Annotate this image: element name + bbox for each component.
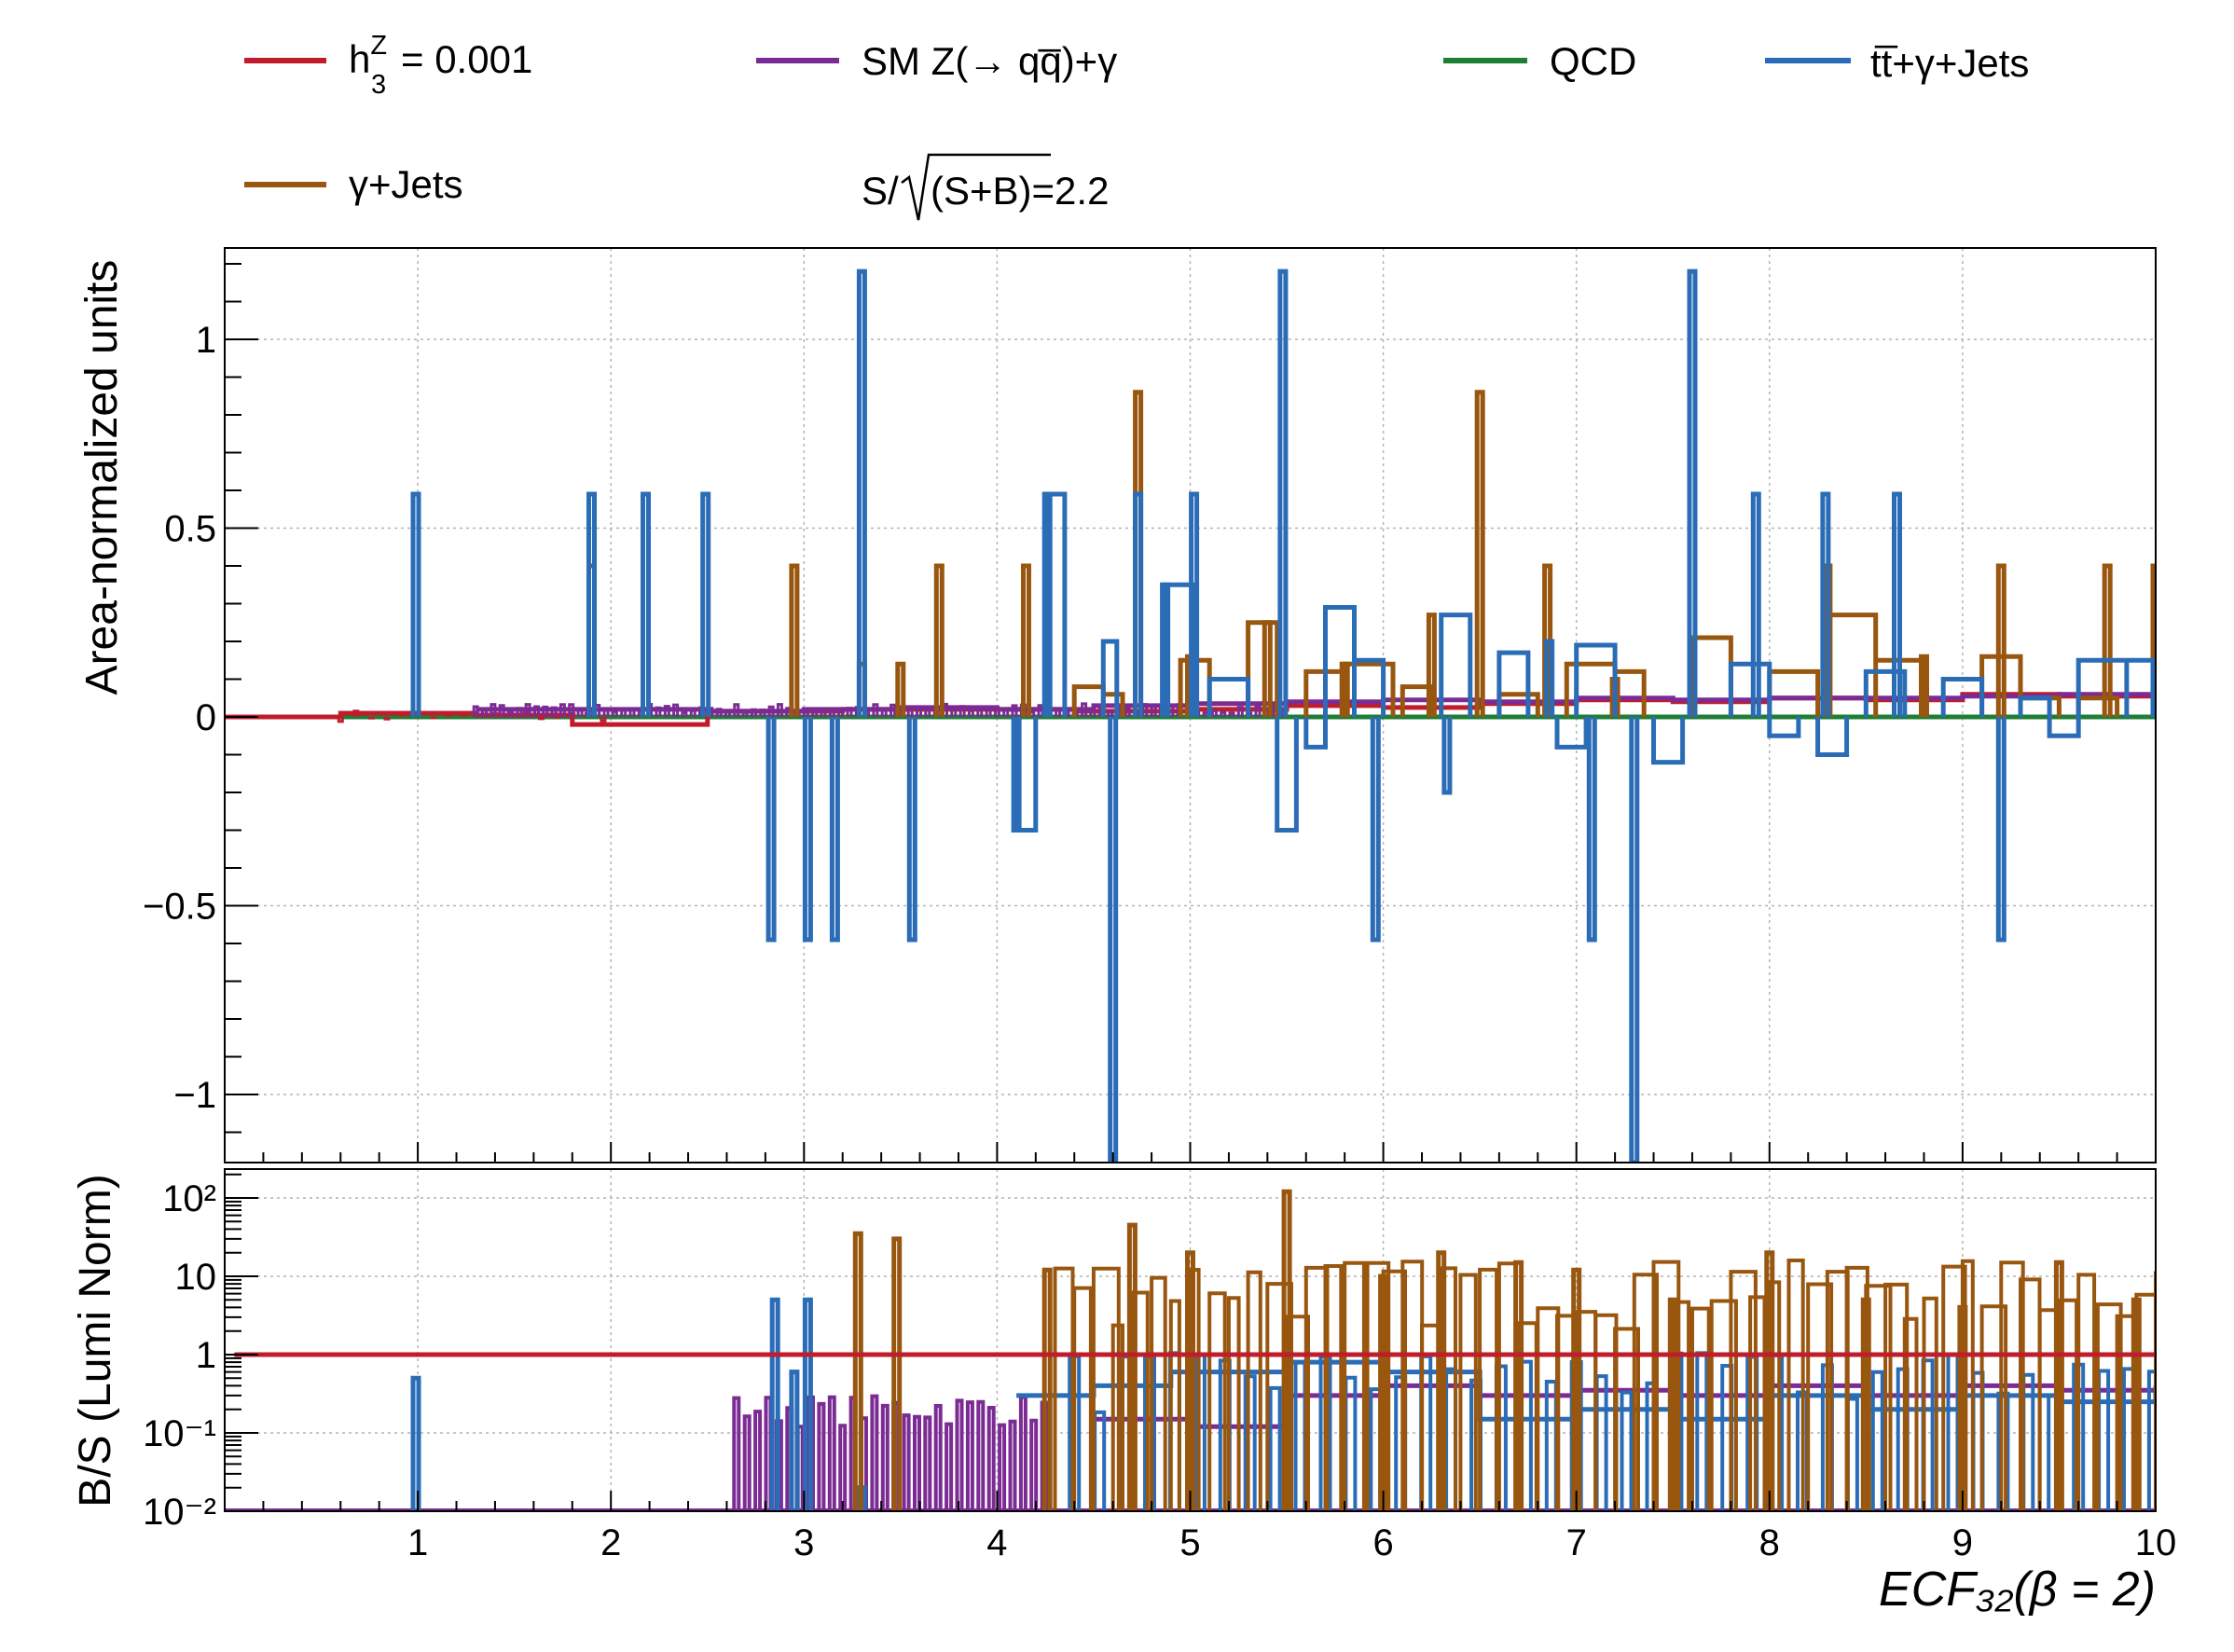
x-tick-labels: 1 2 3 4 5 6 7 8 9 10	[407, 1522, 2176, 1563]
top-y-tick-label: 1	[196, 320, 216, 361]
ratio-spikes-sm-z-gamma	[732, 1394, 1049, 1511]
top-y-axis-title: Area-normalized units	[77, 260, 127, 695]
legend-item-hz3: hZ 3= 0.001	[244, 31, 532, 100]
significance-radicand: (S+B)=2.2	[931, 169, 1109, 213]
x-tick-label: 1	[407, 1522, 428, 1563]
legend-item-ttbar-gamma-jets: tt̅+γ+Jets	[1765, 41, 2029, 85]
sqrt-radical	[901, 153, 1051, 221]
top-y-tick-label: −1	[173, 1075, 216, 1116]
legend-label-qcd: QCD	[1550, 39, 1636, 83]
x-tick-label: 4	[986, 1522, 1007, 1563]
top-panel: −1 −0.5 0 0.5 1 Area-normalized units	[77, 247, 2157, 1163]
legend-item-gamma-jets: γ+Jets	[244, 162, 463, 206]
top-y-tick-label: −0.5	[143, 887, 216, 928]
bottom-panel: 10⁻² 10⁻¹ 1 10 10² 1 2 3 4 5 6 7 8 9 10 B/S (Lumi Nor…	[71, 1168, 2176, 1617]
x-tick-label: 3	[793, 1522, 814, 1563]
bottom-y-tick-label: 1	[196, 1335, 216, 1376]
x-tick-label: 9	[1952, 1522, 1973, 1563]
x-tick-label: 7	[1566, 1522, 1587, 1563]
legend-label-gamma-jets: γ+Jets	[349, 162, 463, 206]
top-y-tick-label: 0	[196, 697, 216, 738]
bottom-ticks	[225, 1173, 2157, 1512]
x-tick-label: 8	[1759, 1522, 1780, 1563]
x-tick-label: 2	[600, 1522, 621, 1563]
series-boxes-ttbar-gamma-jets	[1014, 491, 2156, 833]
bottom-series-area	[225, 1189, 2156, 1511]
top-y-tick-label: 0.5	[164, 509, 216, 550]
legend: hZ 3= 0.001 SM Z(→ qq̅)+γ QCD tt̅+γ+Jets …	[244, 31, 2029, 221]
bottom-y-tick-label: 10²	[162, 1178, 216, 1219]
significance-prefix: S/	[862, 169, 899, 213]
bottom-y-tick-labels: 10⁻² 10⁻¹ 1 10 10²	[143, 1178, 216, 1533]
bottom-y-axis-title: B/S (Lumi Norm)	[71, 1174, 120, 1507]
top-series-area	[225, 268, 2156, 1163]
bottom-y-tick-label: 10⁻¹	[143, 1413, 216, 1454]
x-tick-label: 10	[2135, 1522, 2177, 1563]
bottom-series	[225, 1189, 2156, 1511]
x-tick-label: 6	[1372, 1522, 1393, 1563]
top-ticks	[225, 263, 2157, 1163]
legend-label-hz3: hZ 3= 0.001	[349, 31, 532, 100]
significance-annotation: S/ (S+B)=2.2	[862, 153, 1109, 221]
legend-label-ttbar-gamma-jets: tt̅+γ+Jets	[1870, 41, 2029, 85]
x-axis-title: ECF₃₂(β = 2)	[1879, 1563, 2156, 1617]
bottom-y-tick-label: 10	[175, 1257, 217, 1298]
top-series	[225, 268, 2156, 1163]
legend-label-hz3-sup: Z	[370, 31, 387, 61]
ratio-boxes-gamma-jets	[1053, 1259, 2156, 1511]
legend-item-sm-z-gamma: SM Z(→ qq̅)+γ	[756, 39, 1117, 83]
legend-label-sm-z-gamma: SM Z(→ qq̅)+γ	[862, 39, 1117, 83]
x-tick-label: 5	[1179, 1522, 1200, 1563]
bottom-y-tick-label: 10⁻²	[143, 1492, 216, 1533]
legend-item-qcd: QCD	[1443, 39, 1636, 83]
legend-label-hz3-suffix: = 0.001	[401, 37, 532, 81]
ratio-spikes-ttbar-gamma-jets	[410, 1297, 867, 1511]
legend-label-hz3-sub: 3	[371, 70, 386, 100]
top-y-tick-labels: −1 −0.5 0 0.5 1	[143, 320, 216, 1116]
